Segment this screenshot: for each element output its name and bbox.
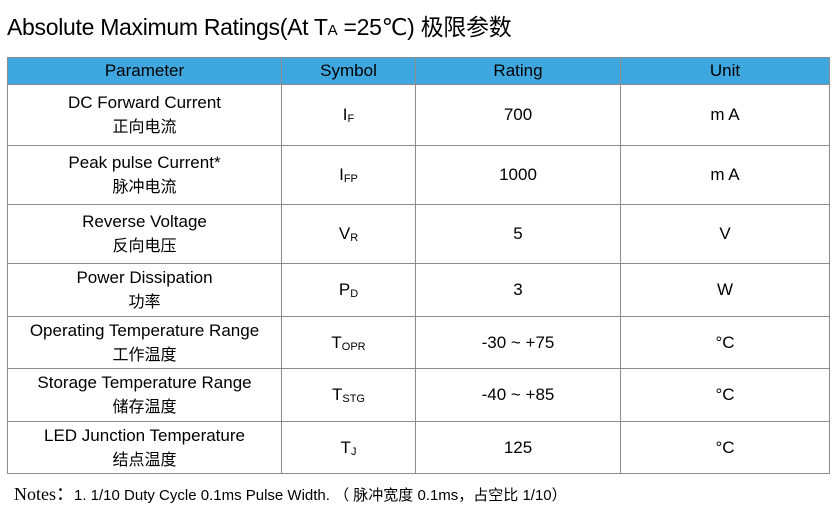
title-text: Absolute Maximum Ratings(At T: [7, 14, 328, 40]
symbol-main: I: [339, 165, 344, 184]
column-header: Symbol: [281, 57, 416, 85]
parameter-cell: Power Dissipation 功率: [7, 263, 282, 317]
table-row: LED Junction Temperature 结点温度 TJ 125 °C: [7, 421, 830, 474]
parameter-cn: 功率: [128, 292, 161, 311]
rating-cell: 3: [415, 263, 621, 317]
table-row: Operating Temperature Range 工作温度 TOPR -30 ~…: [7, 316, 830, 369]
parameter-en: LED Junction Temperature: [44, 425, 245, 445]
rating-cell: -40 ~ +85: [415, 368, 621, 422]
column-header: Rating: [415, 57, 621, 85]
symbol-main: P: [338, 280, 351, 299]
notes-label: Notes：: [14, 484, 74, 504]
symbol-main: T: [331, 385, 343, 404]
parameter-cell: DC Forward Current 正向电流: [7, 84, 282, 146]
parameter-cn: 正向电流: [112, 117, 177, 136]
symbol-sub: J: [350, 445, 357, 458]
parameter-en: DC Forward Current: [67, 93, 222, 112]
header-row: Parameter Symbol Rating Unit: [7, 57, 830, 85]
unit-cell: W: [620, 263, 830, 317]
symbol-cell: IF: [281, 84, 416, 146]
unit-cell: °C: [620, 421, 830, 474]
symbol-cell: TSTG: [281, 368, 416, 422]
title-cn: 极限参数: [420, 14, 512, 40]
symbol-sub: FP: [343, 173, 358, 185]
column-header: Parameter: [7, 57, 282, 85]
rating-cell: 5: [415, 204, 621, 264]
table-row: DC Forward Current 正向电流 IF 700 m A: [7, 84, 830, 146]
column-header: Unit: [620, 57, 830, 85]
symbol-sub: D: [350, 288, 359, 300]
symbol-cell: IFP: [281, 145, 416, 205]
unit-cell: m A: [620, 145, 830, 205]
table-row: Power Dissipation 功率 PD 3 W: [7, 263, 830, 317]
symbol-cell: TJ: [281, 421, 416, 474]
table-row: Peak pulse Current* 脉冲电流 IFP 1000 m A: [7, 145, 830, 205]
symbol-cell: VR: [281, 204, 416, 264]
parameter-cn: 工作温度: [112, 344, 177, 364]
title-suffix: =25℃): [337, 14, 415, 40]
rating-cell: 700: [415, 84, 621, 146]
symbol-main: I: [342, 105, 348, 124]
title-sub: A: [327, 22, 338, 39]
parameter-cn: 反向电压: [112, 236, 177, 255]
rating-cell: -30 ~ +75: [415, 316, 621, 369]
parameter-en: Power Dissipation: [76, 268, 213, 287]
rating-cell: 125: [415, 421, 621, 474]
parameter-cell: Reverse Voltage 反向电压: [7, 204, 282, 264]
notes: Notes：1. 1/10 Duty Cycle 0.1ms Pulse Wid…: [14, 480, 567, 506]
symbol-cell: TOPR: [281, 316, 416, 369]
symbol-cell: PD: [281, 263, 416, 317]
table-body: DC Forward Current 正向电流 IF 700 m A Peak pulse…: [7, 84, 830, 474]
parameter-en: Peak pulse Current*: [68, 153, 221, 172]
parameter-cell: LED Junction Temperature 结点温度: [7, 421, 282, 474]
unit-cell: m A: [620, 84, 830, 146]
rating-cell: 1000: [415, 145, 621, 205]
unit-cell: V: [620, 204, 830, 264]
title: Absolute Maximum Ratings(At TA =25℃) 极限参…: [7, 8, 512, 42]
table-row: Reverse Voltage 反向电压 VR 5 V: [7, 204, 830, 264]
table-row: Storage Temperature Range 储存温度 TSTG -40 ~ +…: [7, 368, 830, 422]
notes-text: 1. 1/10 Duty Cycle 0.1ms Pulse Width. （ …: [74, 487, 567, 504]
parameter-cell: Operating Temperature Range 工作温度: [7, 316, 282, 369]
parameter-en: Operating Temperature Range: [29, 320, 260, 340]
symbol-sub: F: [347, 113, 355, 125]
symbol-main: T: [331, 332, 342, 352]
parameter-cell: Storage Temperature Range 储存温度: [7, 368, 282, 422]
unit-cell: °C: [620, 316, 830, 369]
symbol-main: T: [340, 437, 351, 457]
symbol-sub: STG: [342, 393, 365, 405]
parameter-en: Storage Temperature Range: [37, 373, 252, 392]
symbol-main: V: [338, 224, 351, 243]
symbol-sub: R: [350, 232, 359, 244]
ratings-table: Parameter Symbol Rating Unit DC Forward Cur…: [7, 57, 830, 474]
unit-cell: °C: [620, 368, 830, 422]
parameter-en: Reverse Voltage: [82, 212, 207, 231]
parameter-cn: 结点温度: [112, 449, 177, 469]
symbol-sub: OPR: [341, 340, 366, 353]
parameter-cell: Peak pulse Current* 脉冲电流: [7, 145, 282, 205]
parameter-cn: 脉冲电流: [112, 177, 177, 196]
parameter-cn: 储存温度: [112, 397, 177, 416]
